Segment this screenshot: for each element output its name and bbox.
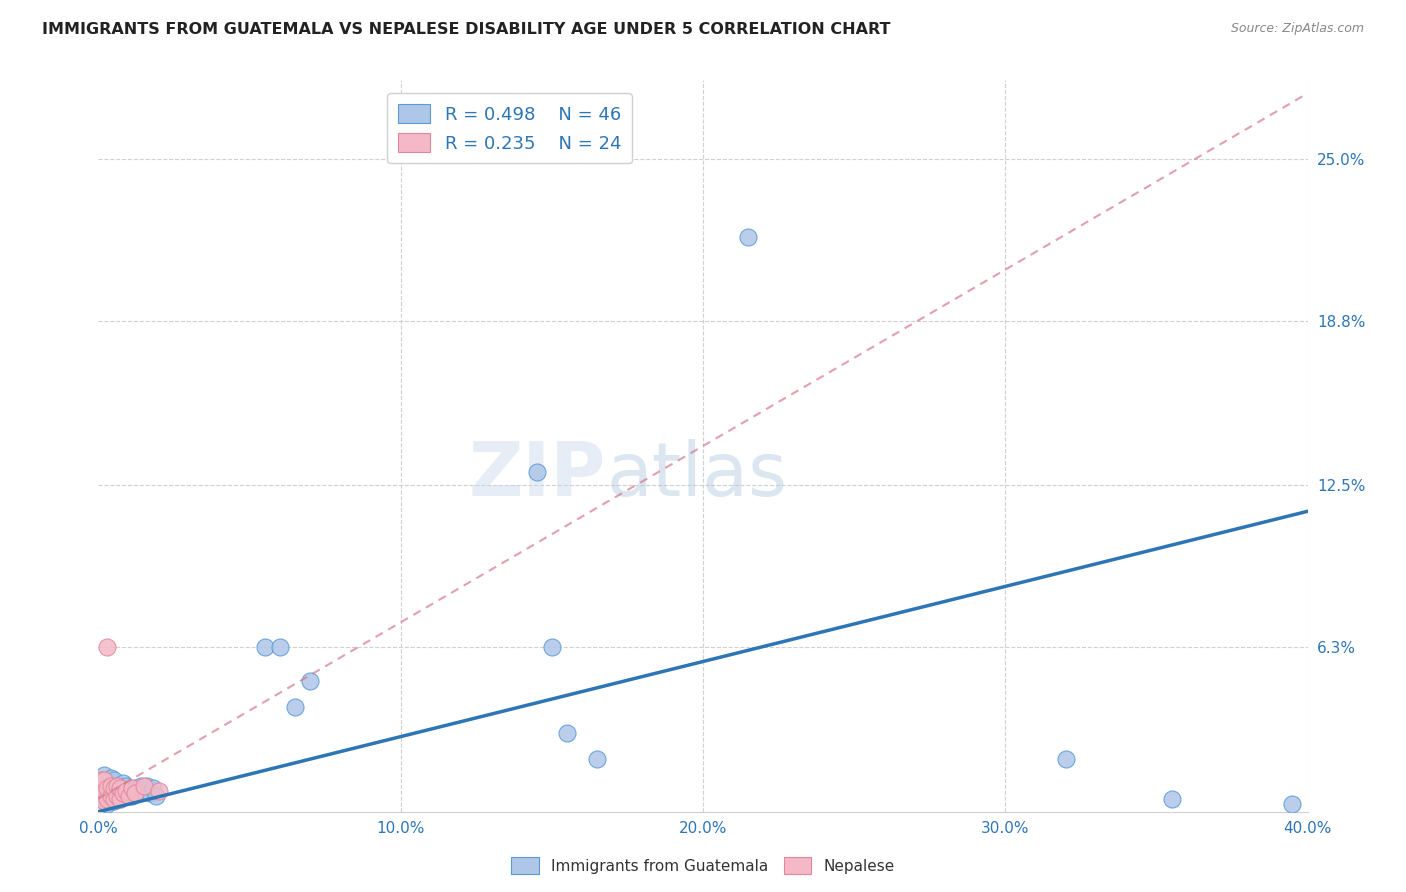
- Point: [93, 773, 115, 788]
- Point: [90, 773, 112, 788]
- Legend: R = 0.498    N = 46, R = 0.235    N = 24: R = 0.498 N = 46, R = 0.235 N = 24: [387, 93, 633, 163]
- Point: [135, 779, 157, 793]
- Text: IMMIGRANTS FROM GUATEMALA VS NEPALESE DISABILITY AGE UNDER 5 CORRELATION CHART: IMMIGRANTS FROM GUATEMALA VS NEPALESE DI…: [42, 22, 890, 37]
- Point: [145, 789, 167, 803]
- Point: [132, 784, 155, 798]
- Point: [93, 794, 115, 808]
- Point: [90, 784, 112, 798]
- Point: [108, 781, 131, 796]
- Point: [108, 791, 131, 805]
- Point: [105, 779, 128, 793]
- Point: [90, 773, 112, 788]
- Point: [139, 787, 162, 801]
- Point: [1160, 791, 1182, 805]
- Point: [105, 779, 128, 793]
- Point: [100, 789, 122, 803]
- Point: [148, 784, 170, 798]
- Point: [129, 779, 152, 793]
- Point: [114, 789, 136, 803]
- Point: [108, 781, 131, 796]
- Point: [118, 789, 141, 803]
- Point: [555, 726, 578, 740]
- Point: [526, 465, 548, 479]
- Point: [121, 781, 143, 796]
- Point: [96, 781, 118, 796]
- Point: [111, 787, 134, 801]
- Point: [90, 791, 112, 805]
- Point: [121, 789, 143, 803]
- Point: [100, 779, 122, 793]
- Point: [103, 784, 125, 798]
- Point: [142, 781, 165, 796]
- Point: [100, 781, 122, 796]
- Text: atlas: atlas: [606, 439, 787, 512]
- Point: [111, 787, 134, 801]
- Point: [124, 787, 146, 801]
- Point: [100, 791, 122, 805]
- Point: [114, 779, 136, 793]
- Point: [111, 776, 134, 790]
- Point: [124, 781, 146, 796]
- Point: [93, 784, 115, 798]
- Point: [253, 640, 276, 655]
- Point: [127, 787, 149, 801]
- Point: [1054, 752, 1077, 766]
- Point: [100, 771, 122, 785]
- Point: [93, 768, 115, 782]
- Point: [540, 640, 562, 655]
- Point: [1281, 797, 1303, 811]
- Point: [90, 791, 112, 805]
- Text: Source: ZipAtlas.com: Source: ZipAtlas.com: [1230, 22, 1364, 36]
- Point: [103, 781, 125, 796]
- Point: [93, 787, 115, 801]
- Point: [737, 230, 759, 244]
- Point: [103, 791, 125, 805]
- Point: [118, 784, 141, 798]
- Point: [132, 779, 155, 793]
- Point: [299, 674, 322, 689]
- Legend: Immigrants from Guatemala, Nepalese: Immigrants from Guatemala, Nepalese: [505, 851, 901, 880]
- Point: [105, 789, 128, 803]
- Point: [96, 776, 118, 790]
- Point: [586, 752, 609, 766]
- Point: [96, 787, 118, 801]
- Point: [269, 640, 291, 655]
- Point: [90, 784, 112, 798]
- Point: [108, 791, 131, 805]
- Point: [93, 794, 115, 808]
- Point: [114, 784, 136, 798]
- Point: [96, 797, 118, 811]
- Text: ZIP: ZIP: [470, 439, 606, 512]
- Point: [96, 791, 118, 805]
- Point: [96, 640, 118, 655]
- Point: [103, 794, 125, 808]
- Point: [105, 789, 128, 803]
- Point: [103, 773, 125, 788]
- Point: [93, 779, 115, 793]
- Point: [284, 700, 307, 714]
